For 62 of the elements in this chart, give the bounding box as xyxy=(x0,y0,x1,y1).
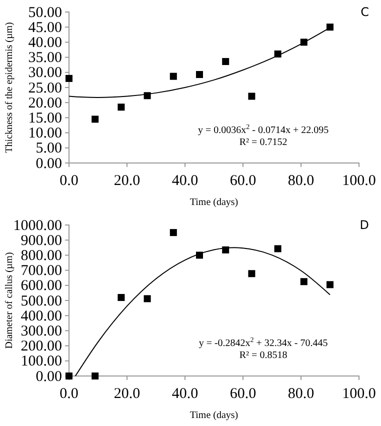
point xyxy=(222,58,230,66)
chart-title: D xyxy=(360,218,369,232)
point xyxy=(170,72,177,80)
y-tick-label: 10.00 xyxy=(28,126,62,142)
annotation: y = -0.2842x$^{2}$ + 32.34x - 70.445 xyxy=(198,336,328,349)
x-tick-label: 0.0 xyxy=(60,173,78,189)
point xyxy=(118,294,125,301)
y-tick-label: 30.00 xyxy=(28,65,62,82)
y-tick-label: 400.00 xyxy=(20,308,62,324)
annotation: R² = 0.7152 xyxy=(239,136,288,148)
x-tick-label: 20.0 xyxy=(114,173,140,189)
y-tick-label: 900.00 xyxy=(20,232,62,249)
annotation: y = 0.0036x$^{2}$ - 0.0714x + 22.095 xyxy=(198,122,329,136)
point xyxy=(326,24,334,31)
y-tick-label: 200.00 xyxy=(20,338,62,355)
y-tick-label: 0.00 xyxy=(36,156,62,172)
point xyxy=(274,245,282,252)
point xyxy=(66,372,72,380)
point xyxy=(170,229,177,236)
point xyxy=(66,74,72,82)
point xyxy=(92,116,99,123)
point xyxy=(144,295,151,302)
y-tick-label: 45.00 xyxy=(28,20,62,36)
y-tick-label: 40.00 xyxy=(28,35,62,51)
x-tick-label: 60.0 xyxy=(230,386,256,402)
y-tick-label: 20.00 xyxy=(28,95,62,112)
annotation: R² = 0.8518 xyxy=(239,350,288,361)
y-axis-title: Thickness of the epidermis (µm) xyxy=(4,22,15,153)
x-tick-label: 40.0 xyxy=(172,386,198,402)
y-tick-label: 300.00 xyxy=(20,324,62,340)
x-tick-label: 60.0 xyxy=(230,173,256,189)
y-tick-label: 100.00 xyxy=(20,354,62,370)
line-series xyxy=(74,247,330,376)
x-tick-label: 20.0 xyxy=(114,386,140,402)
y-tick-label: 600.00 xyxy=(20,278,62,294)
y-tick-label: 5.00 xyxy=(36,140,62,157)
y-tick-label: 700.00 xyxy=(20,263,62,280)
x-axis-title: Time (days) xyxy=(190,410,238,421)
y-tick-label: 500.00 xyxy=(20,293,62,310)
y-tick-label: 15.00 xyxy=(28,110,62,126)
y-tick-label: 25.00 xyxy=(28,80,62,96)
x-axis-title: Time (days) xyxy=(190,197,238,208)
point xyxy=(196,71,203,78)
point xyxy=(300,278,308,286)
x-tick-label: 40.0 xyxy=(172,173,198,189)
point xyxy=(326,281,334,288)
y-tick-label: 0.00 xyxy=(36,368,62,385)
x-tick-label: 0.0 xyxy=(60,386,78,402)
point xyxy=(118,104,125,111)
chart-title: C xyxy=(360,5,369,19)
y-tick-label: 1000.00 xyxy=(13,218,62,234)
x-tick-label: 80.0 xyxy=(288,173,314,189)
x-tick-label: 100.0 xyxy=(342,386,376,402)
x-tick-label: 80.0 xyxy=(288,386,314,402)
point xyxy=(92,372,99,380)
y-tick-label: 800.00 xyxy=(20,248,62,264)
x-tick-label: 100.0 xyxy=(342,173,376,189)
y-tick-label: 50.00 xyxy=(28,4,62,21)
point xyxy=(248,270,256,278)
point xyxy=(248,92,256,100)
y-axis-title: Diameter of callus (µm) xyxy=(4,252,15,349)
y-tick-label: 35.00 xyxy=(28,50,62,66)
